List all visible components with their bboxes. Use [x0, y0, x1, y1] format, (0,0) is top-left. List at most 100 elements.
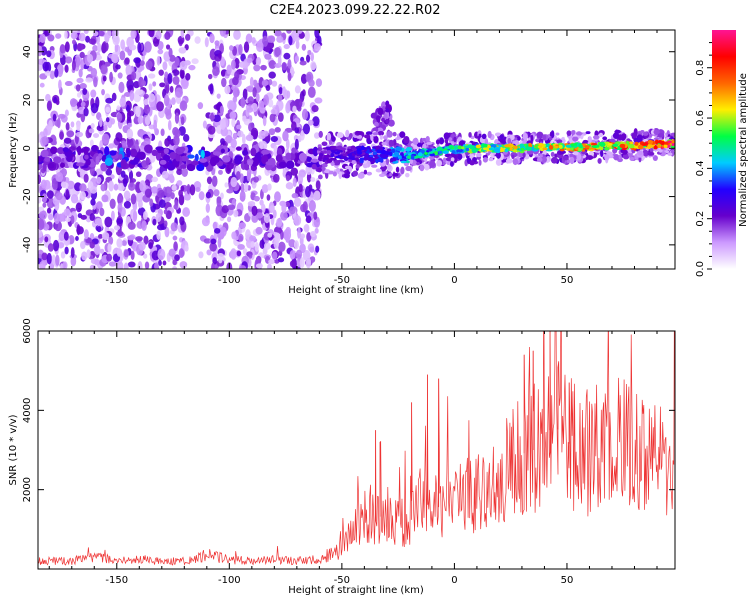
spectrogram-cell: [191, 58, 199, 65]
spectrogram-cell: [145, 60, 153, 70]
spectrogram-cell: [66, 180, 75, 190]
spectrogram-cell: [278, 161, 287, 169]
spectrogram-cell: [442, 150, 449, 155]
spectrogram-cell: [79, 183, 87, 193]
spectrogram-cell: [101, 194, 109, 203]
spectrogram-cell: [38, 211, 45, 219]
spectrogram-cell: [127, 221, 136, 230]
spectrogram-cell: [41, 136, 49, 146]
spectrogram-cell: [619, 143, 626, 149]
figure-title: C2E4.2023.099.22.22.R02: [269, 3, 440, 18]
spectrogram-cell: [123, 190, 131, 200]
spectrogram-cell: [212, 66, 220, 77]
spectrogram-cell: [550, 156, 558, 164]
spectrogram-cell: [164, 186, 172, 198]
spectrogram-cell: [64, 246, 69, 255]
spectrogram-cell: [465, 147, 470, 152]
spectrogram-cell: [57, 242, 65, 249]
spectrogram-cell: [428, 151, 434, 154]
spectrogram-cell: [216, 252, 225, 261]
spectrogram-cell: [55, 33, 62, 39]
spectrogram-cell: [178, 189, 183, 198]
spectrogram-cell: [289, 152, 296, 161]
spectrogram-cell: [597, 157, 602, 164]
spectrogram-cell: [52, 113, 57, 122]
spectrogram-cell: [265, 84, 271, 91]
spectrogram-cell: [123, 178, 128, 188]
spectrogram-cell: [653, 129, 660, 135]
spectrogram-cell: [519, 143, 525, 148]
spectrogram-cell: [255, 92, 260, 103]
spectrogram-cell: [355, 157, 360, 162]
spectrogram-cell: [115, 132, 123, 142]
spectrogram-cell: [55, 254, 60, 267]
spectrogram-cell: [255, 226, 263, 235]
spectrogram-cell: [448, 144, 454, 150]
spectrogram-cell: [164, 226, 170, 238]
spectrogram-cell: [321, 166, 326, 172]
spectrogram-cell: [300, 233, 306, 239]
spectrogram-cell: [326, 146, 331, 150]
spectrogram-cell: [434, 151, 438, 156]
spectrogram-cell: [351, 148, 357, 151]
spectrogram-cell: [238, 233, 244, 242]
spectrogram-cell: [482, 157, 488, 163]
spectrogram-cell: [487, 145, 491, 149]
spectrogram-cell: [46, 252, 52, 265]
spectrogram-cell: [365, 131, 373, 135]
spectrogram-cell: [48, 213, 54, 221]
spectrogram-cell: [475, 144, 482, 149]
spectrogram-cell: [105, 97, 114, 104]
spectrogram-cell: [612, 132, 620, 140]
spectrogram-cell: [230, 59, 236, 70]
spectrogram-cell: [85, 77, 93, 83]
spectrogram-cell: [302, 123, 311, 135]
spectrogram-cell: [60, 181, 67, 188]
spectrogram-cell: [123, 201, 132, 209]
spectrogram-cell: [553, 145, 559, 149]
spectrogram-cell: [137, 261, 143, 269]
spectrogram-cell: [88, 128, 95, 134]
spectrogram-cell: [342, 153, 348, 157]
spectrogram-cell: [372, 132, 379, 136]
spectrogram-cell: [64, 64, 69, 73]
spectrogram-cell: [285, 182, 294, 190]
spectrogram-cell: [105, 117, 110, 123]
spectrogram-cell: [220, 192, 224, 200]
spectrogram-cell: [657, 133, 664, 138]
spectrogram-cell: [59, 43, 66, 54]
spectrogram-cell: [374, 121, 379, 127]
spectrogram-cell: [130, 30, 137, 39]
spectrogram-cell: [63, 231, 69, 241]
spectrogram-cell: [48, 119, 53, 131]
snr-x-axis-label: Height of straight line (km): [288, 585, 424, 596]
spectrogram-cell: [670, 132, 675, 137]
spectrogram-cell: [173, 135, 180, 146]
spectrogram-cell: [309, 256, 316, 263]
spectrogram-cell: [179, 261, 188, 269]
spectrogram-cell: [637, 150, 643, 156]
snr-y-tick-label: 2000: [22, 477, 33, 502]
spectrogram-cell: [293, 35, 300, 42]
spectrogram-cell: [119, 97, 127, 107]
spectrogram-cell: [245, 86, 252, 92]
spectrogram-cell: [108, 261, 117, 267]
spectrogram-cell: [182, 134, 190, 142]
spectrogram-cell: [291, 193, 299, 199]
spectrogram-cell: [378, 173, 386, 177]
spectrogram-cell: [392, 172, 399, 177]
spectrogram-y-tick-label: -20: [22, 188, 33, 204]
spectrogram-y-tick-label: 0: [22, 145, 33, 151]
spectrogram-cell: [220, 138, 225, 145]
colorbar-tick-label: 0.6: [695, 110, 706, 126]
spectrogram-cell: [438, 150, 443, 155]
spectrogram-cell: [345, 129, 350, 138]
spectrogram-cell: [599, 142, 606, 147]
spectrogram-cell: [461, 146, 465, 150]
spectrogram-cell: [513, 145, 518, 150]
spectrogram-cell: [265, 160, 275, 166]
spectrogram-cell: [86, 249, 91, 259]
spectrogram-cell: [520, 147, 525, 151]
spectrogram-cell: [652, 155, 658, 161]
